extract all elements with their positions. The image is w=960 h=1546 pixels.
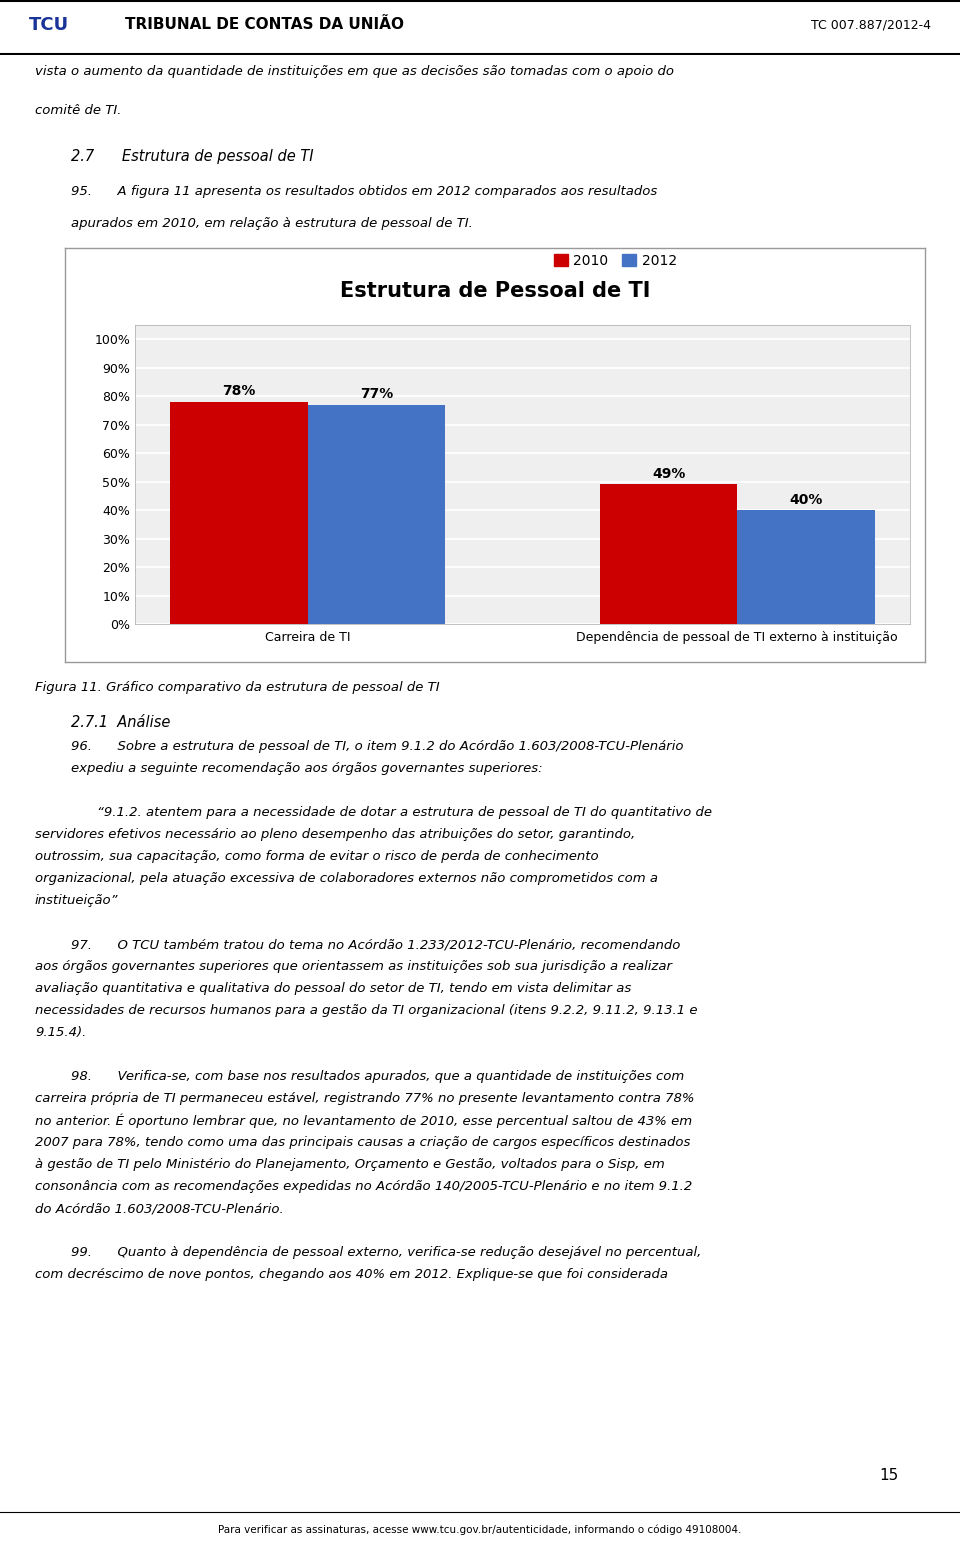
Text: 49%: 49%	[652, 467, 685, 481]
Text: 2.7      Estrutura de pessoal de TI: 2.7 Estrutura de pessoal de TI	[71, 150, 313, 164]
Bar	[600, 484, 737, 625]
Text: Figura 11. Gráfico comparativo da estrutura de pessoal de TI: Figura 11. Gráfico comparativo da estrut…	[35, 680, 440, 694]
Text: apurados em 2010, em relação à estrutura de pessoal de TI.: apurados em 2010, em relação à estrutura…	[71, 216, 472, 230]
Text: 99.      Quanto à dependência de pessoal externo, verifica-se redução desejável : 99. Quanto à dependência de pessoal exte…	[71, 1246, 701, 1258]
Text: necessidades de recursos humanos para a gestão da TI organizacional (itens 9.2.2: necessidades de recursos humanos para a …	[35, 1003, 698, 1017]
Text: 2007 para 78%, tendo como uma das principais causas a criação de cargos específi: 2007 para 78%, tendo como uma das princi…	[35, 1136, 690, 1149]
Text: avaliação quantitativa e qualitativa do pessoal do setor de TI, tendo em vista d: avaliação quantitativa e qualitativa do …	[35, 982, 632, 996]
Text: institueição”: institueição”	[35, 894, 118, 908]
Text: “9.1.2. atentem para a necessidade de dotar a estrutura de pessoal de TI do quan: “9.1.2. atentem para a necessidade de do…	[97, 805, 712, 819]
Text: TC 007.887/2012-4: TC 007.887/2012-4	[811, 19, 931, 31]
Text: do Acórdão 1.603/2008-TCU-Plenário.: do Acórdão 1.603/2008-TCU-Plenário.	[35, 1201, 284, 1215]
Text: consonância com as recomendações expedidas no Acórdão 140/2005-TCU-Plenário e no: consonância com as recomendações expedid…	[35, 1180, 692, 1194]
Text: no anterior. É oportuno lembrar que, no levantamento de 2010, esse percentual sa: no anterior. É oportuno lembrar que, no …	[35, 1115, 692, 1129]
Text: 77%: 77%	[360, 388, 393, 402]
Text: comitê de TI.: comitê de TI.	[35, 104, 122, 116]
Text: 2.7.1  Análise: 2.7.1 Análise	[71, 714, 170, 730]
Text: 15: 15	[879, 1467, 899, 1483]
Legend: 2010, 2012: 2010, 2012	[548, 249, 683, 274]
Text: 40%: 40%	[789, 493, 823, 507]
Bar	[170, 402, 308, 625]
Text: 96.      Sobre a estrutura de pessoal de TI, o item 9.1.2 do Acórdão 1.603/2008-: 96. Sobre a estrutura de pessoal de TI, …	[71, 741, 684, 753]
Text: vista o aumento da quantidade de instituições em que as decisões são tomadas com: vista o aumento da quantidade de institu…	[35, 65, 674, 77]
Text: 9.15.4).: 9.15.4).	[35, 1027, 86, 1039]
Text: com decréscimo de nove pontos, chegando aos 40% em 2012. Explique-se que foi con: com decréscimo de nove pontos, chegando …	[35, 1268, 668, 1282]
Text: organizacional, pela atuação excessiva de colaboradores externos não comprometid: organizacional, pela atuação excessiva d…	[35, 872, 658, 884]
Text: à gestão de TI pelo Ministério do Planejamento, Orçamento e Gestão, voltados par: à gestão de TI pelo Ministério do Planej…	[35, 1158, 664, 1170]
Text: servidores efetivos necessário ao pleno desempenho das atribuições do setor, gar: servidores efetivos necessário ao pleno …	[35, 829, 636, 841]
Text: outrossim, sua capacitação, como forma de evitar o risco de perda de conheciment: outrossim, sua capacitação, como forma d…	[35, 850, 599, 863]
Text: TCU: TCU	[29, 15, 69, 34]
Text: Estrutura de Pessoal de TI: Estrutura de Pessoal de TI	[340, 281, 650, 301]
Text: 98.      Verifica-se, com base nos resultados apurados, que a quantidade de inst: 98. Verifica-se, com base nos resultados…	[71, 1070, 684, 1084]
Text: TRIBUNAL DE CONTAS DA UNIÃO: TRIBUNAL DE CONTAS DA UNIÃO	[125, 17, 404, 32]
Text: aos órgãos governantes superiores que orientassem as instituições sob sua jurisd: aos órgãos governantes superiores que or…	[35, 960, 672, 972]
Text: Para verificar as assinaturas, acesse www.tcu.gov.br/autenticidade, informando o: Para verificar as assinaturas, acesse ww…	[218, 1524, 742, 1535]
Text: expediu a seguinte recomendação aos órgãos governantes superiores:: expediu a seguinte recomendação aos órgã…	[71, 762, 542, 775]
Bar	[737, 510, 875, 625]
Text: 78%: 78%	[223, 385, 255, 399]
Bar	[308, 405, 445, 625]
Text: 97.      O TCU também tratou do tema no Acórdão 1.233/2012-TCU-Plenário, recomen: 97. O TCU também tratou do tema no Acórd…	[71, 938, 680, 951]
Text: 95.      A figura 11 apresenta os resultados obtidos em 2012 comparados aos resu: 95. A figura 11 apresenta os resultados …	[71, 186, 657, 198]
Text: carreira própria de TI permaneceu estável, registrando 77% no presente levantame: carreira própria de TI permaneceu estáve…	[35, 1091, 694, 1105]
